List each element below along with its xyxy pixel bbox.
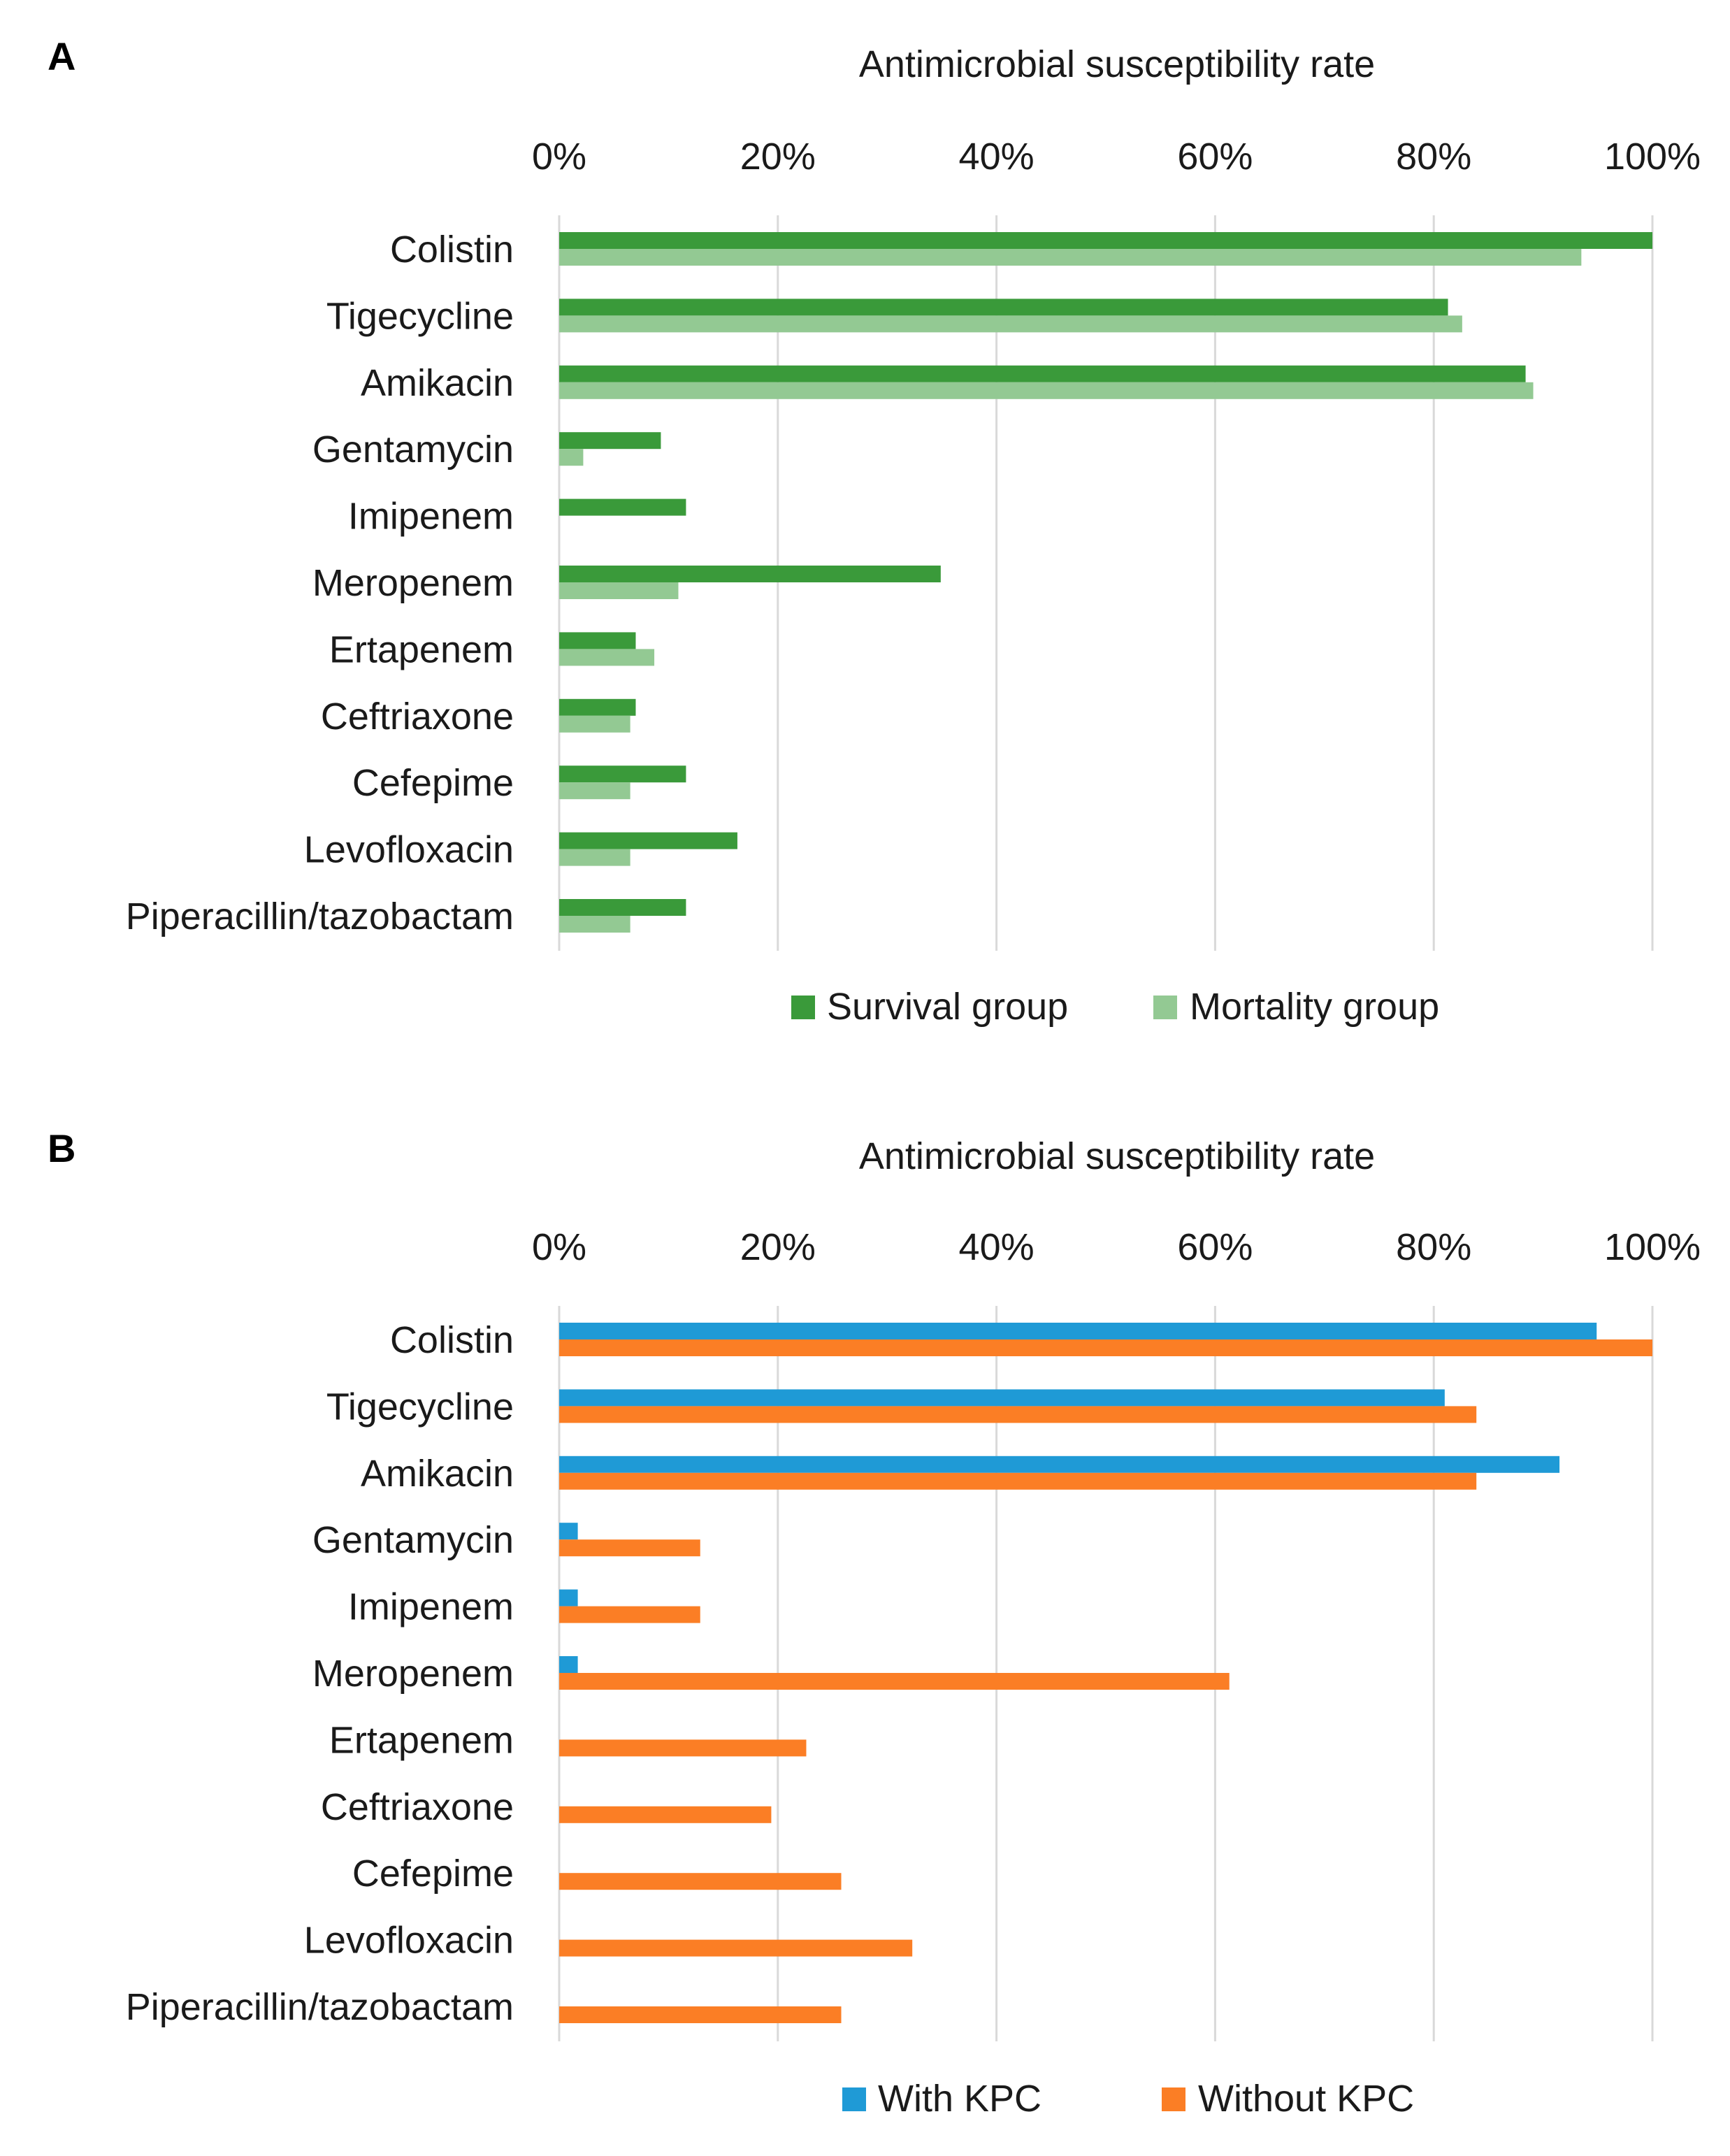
bar-without-kpc-ertapenem (559, 1739, 807, 1757)
bar-with-kpc-amikacin (559, 1456, 1560, 1473)
panel-b: B Antimicrobial susceptibility rate 0% 20… (48, 1126, 1701, 2120)
bar-without-kpc-amikacin (559, 1472, 1477, 1490)
category-label: Ceftriaxone (321, 696, 514, 738)
bar-mortality-group-levofloxacin (559, 849, 630, 866)
bar-survival-group-meropenem (559, 566, 941, 582)
category-label: Levofloxacin (304, 829, 514, 871)
tick-label: 60% (1177, 136, 1253, 178)
tick-label: 100% (1604, 136, 1701, 178)
bar-survival-group-ertapenem (559, 632, 636, 649)
category-label: Piperacillin/tazobactam (126, 1986, 514, 2028)
category-label: Meropenem (312, 1653, 514, 1695)
category-label: Tigecycline (326, 1386, 514, 1428)
tick-label: 0% (532, 136, 586, 178)
bar-without-kpc-meropenem (559, 1673, 1230, 1690)
bar-with-kpc-colistin (559, 1323, 1597, 1339)
bar-survival-group-piperacillin-tazobactam (559, 899, 686, 916)
legend-a: Survival group Mortality group (791, 986, 1439, 1028)
bar-mortality-group-cefepime (559, 782, 630, 800)
tick-labels-a: 0% 20% 40% 60% 80% 100% (532, 136, 1701, 178)
category-labels-b: Colistin Tigecycline Amikacin Gentamycin Imi… (126, 1319, 514, 2028)
legend-label-with-kpc: With KPC (878, 2078, 1041, 2120)
panel-a: A Antimicrobial susceptibility rate 0% 20… (48, 34, 1701, 1028)
category-label: Amikacin (361, 1453, 514, 1495)
category-label: Gentamycin (312, 1519, 514, 1561)
category-label: Imipenem (348, 496, 514, 538)
panel-letter-a: A (48, 34, 75, 78)
bar-without-kpc-levofloxacin (559, 1939, 913, 1957)
legend-label-without-kpc: Without KPC (1198, 2078, 1414, 2120)
legend-swatch-survival-group (791, 996, 815, 1019)
category-label: Gentamycin (312, 429, 514, 470)
category-label: Imipenem (348, 1586, 514, 1628)
category-label: Ertapenem (329, 628, 514, 670)
tick-label: 80% (1396, 136, 1471, 178)
legend-label-mortality-group: Mortality group (1190, 986, 1439, 1028)
bar-survival-group-tigecycline (559, 299, 1448, 316)
category-labels-a: Colistin Tigecycline Amikacin Gentamycin Imi… (126, 229, 514, 937)
bars-b (559, 1323, 1652, 2023)
bar-mortality-group-amikacin (559, 382, 1534, 399)
bar-survival-group-colistin (559, 232, 1652, 249)
legend-swatch-without-kpc (1162, 2087, 1185, 2111)
bar-survival-group-levofloxacin (559, 832, 737, 849)
bar-mortality-group-ceftriaxone (559, 715, 630, 733)
category-label: Ceftriaxone (321, 1786, 514, 1828)
bar-without-kpc-cefepime (559, 1873, 842, 1890)
tick-label: 80% (1396, 1226, 1471, 1268)
bar-survival-group-imipenem (559, 498, 686, 516)
tick-label: 60% (1177, 1226, 1253, 1268)
tick-label: 40% (959, 1226, 1035, 1268)
category-label: Amikacin (361, 362, 514, 404)
bar-with-kpc-tigecycline (559, 1389, 1445, 1407)
bar-mortality-group-meropenem (559, 582, 679, 599)
gridlines-a (558, 215, 1654, 951)
category-label: Piperacillin/tazobactam (126, 896, 514, 937)
legend-swatch-with-kpc (842, 2087, 866, 2111)
category-label: Levofloxacin (304, 1920, 514, 1962)
legend-b: With KPC Without KPC (842, 2078, 1414, 2120)
category-label: Cefepime (352, 1853, 514, 1895)
bar-survival-group-amikacin (559, 365, 1526, 382)
bar-mortality-group-colistin (559, 249, 1582, 266)
panel-letter-b: B (48, 1126, 75, 1170)
category-label: Meropenem (312, 562, 514, 604)
category-label: Tigecycline (326, 295, 514, 337)
bar-mortality-group-piperacillin-tazobactam (559, 916, 630, 933)
category-label: Colistin (390, 1319, 514, 1361)
tick-label: 20% (740, 1226, 816, 1268)
bar-survival-group-cefepime (559, 766, 686, 783)
tick-label: 20% (740, 136, 816, 178)
bar-with-kpc-imipenem (559, 1589, 578, 1607)
bars-a (559, 232, 1652, 933)
x-axis-title-b: Antimicrobial susceptibility rate (859, 1135, 1375, 1177)
bar-without-kpc-ceftriaxone (559, 1806, 772, 1823)
bar-without-kpc-gentamycin (559, 1539, 700, 1557)
bar-mortality-group-tigecycline (559, 315, 1462, 333)
bar-without-kpc-tigecycline (559, 1406, 1477, 1423)
bar-with-kpc-meropenem (559, 1656, 578, 1673)
legend-label-survival-group: Survival group (827, 986, 1068, 1028)
legend-swatch-mortality-group (1153, 996, 1177, 1019)
x-axis-title-a: Antimicrobial susceptibility rate (859, 43, 1375, 85)
tick-label: 100% (1604, 1226, 1701, 1268)
category-label: Ertapenem (329, 1719, 514, 1761)
bar-without-kpc-piperacillin-tazobactam (559, 2006, 842, 2023)
tick-label: 40% (959, 136, 1035, 178)
tick-label: 0% (532, 1226, 586, 1268)
bar-without-kpc-imipenem (559, 1606, 700, 1623)
bar-with-kpc-gentamycin (559, 1523, 578, 1540)
category-label: Cefepime (352, 762, 514, 804)
bar-without-kpc-colistin (559, 1339, 1652, 1356)
bar-mortality-group-ertapenem (559, 649, 655, 666)
category-label: Colistin (390, 229, 514, 271)
tick-labels-b: 0% 20% 40% 60% 80% 100% (532, 1226, 1701, 1268)
bar-survival-group-ceftriaxone (559, 698, 636, 716)
bar-mortality-group-gentamycin (559, 449, 584, 466)
bar-survival-group-gentamycin (559, 432, 661, 450)
